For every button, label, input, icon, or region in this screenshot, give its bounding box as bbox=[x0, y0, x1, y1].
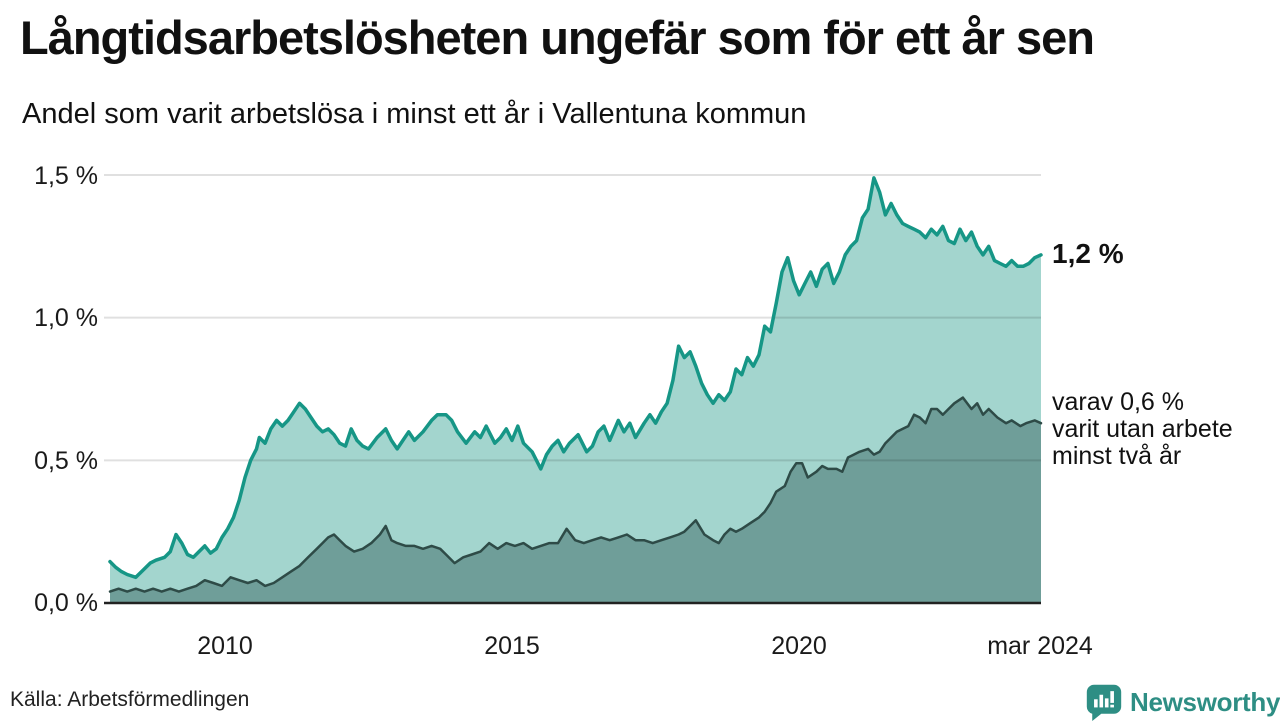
newsworthy-logo-text: Newsworthy bbox=[1130, 686, 1280, 717]
newsworthy-logo-icon bbox=[1086, 684, 1122, 721]
chart-canvas bbox=[104, 174, 1043, 605]
series-end-label-subset-line: varit utan arbete bbox=[1052, 415, 1233, 443]
x-tick-label: mar 2024 bbox=[987, 632, 1093, 660]
y-tick-label: 0,5 % bbox=[34, 447, 98, 475]
x-tick-label: 2010 bbox=[197, 632, 253, 660]
newsworthy-logo: Newsworthy bbox=[1085, 683, 1280, 721]
series-end-label-subset: varav 0,6 % varit utan arbete minst två … bbox=[1052, 389, 1233, 470]
series-end-label-subset-line: varav 0,6 % bbox=[1052, 388, 1185, 416]
series-end-label-total: 1,2 % bbox=[1052, 238, 1124, 269]
x-tick-label: 2015 bbox=[484, 632, 540, 660]
y-tick-label: 0,0 % bbox=[34, 589, 98, 617]
y-tick-label: 1,0 % bbox=[34, 304, 98, 332]
x-tick-label: 2020 bbox=[771, 632, 827, 660]
page-subtitle: Andel som varit arbetslösa i minst ett å… bbox=[22, 98, 807, 130]
y-tick-label: 1,5 % bbox=[34, 162, 98, 190]
series-end-label-subset-line: minst två år bbox=[1052, 442, 1182, 470]
source-text: Källa: Arbetsförmedlingen bbox=[10, 688, 250, 711]
page-title: Långtidsarbetslösheten ungefär som för e… bbox=[20, 11, 1095, 64]
